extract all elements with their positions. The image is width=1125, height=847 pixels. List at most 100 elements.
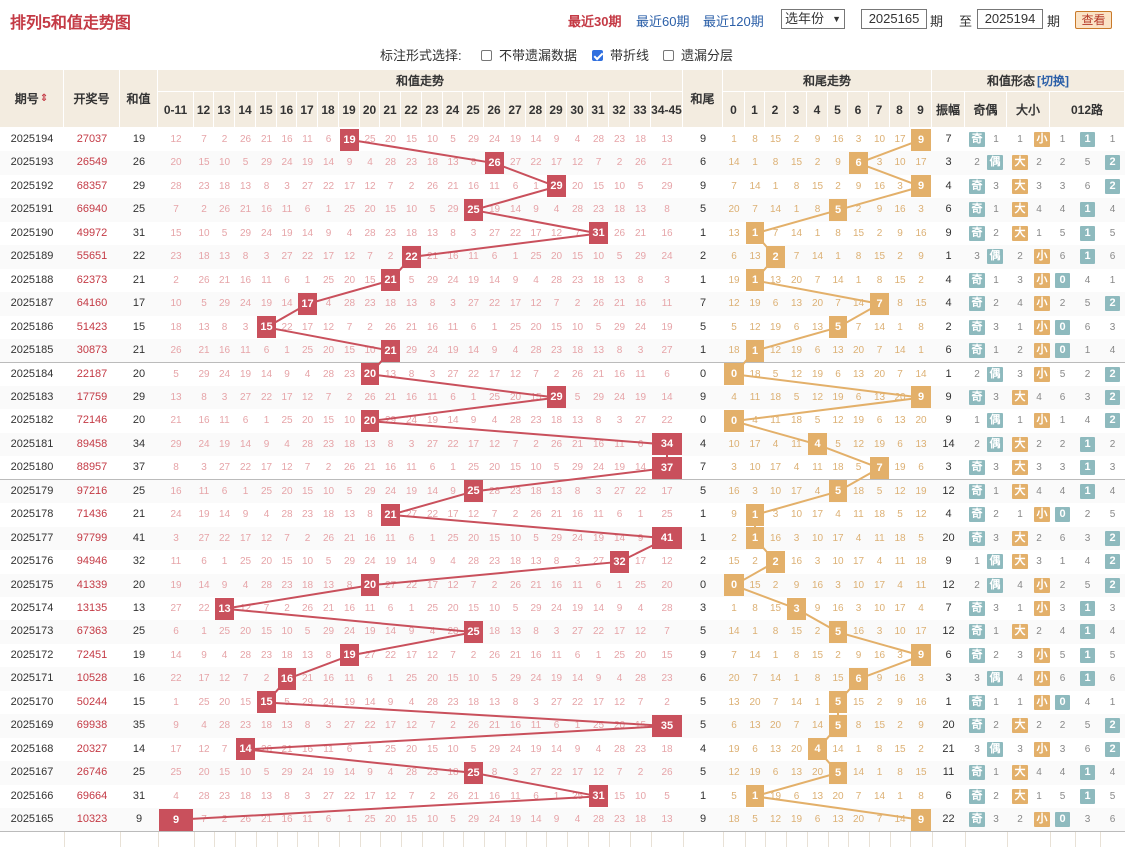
issue-number: 2025172 (10, 648, 54, 661)
miss-count: 13 (530, 556, 542, 568)
miss-count: 6 (897, 438, 903, 450)
option-miss-layers[interactable]: 遗漏分层 (663, 45, 733, 64)
miss-count: 4 (1017, 673, 1023, 685)
miss-count: 17 (634, 556, 647, 568)
sum-tail-value: 9 (699, 813, 707, 826)
miss-count: 3 (408, 438, 415, 450)
miss-count: 7 (553, 298, 560, 310)
issue-number: 2025194 (10, 133, 54, 145)
view-button[interactable]: 查看 (1075, 11, 1112, 29)
miss-count: 10 (281, 626, 293, 638)
miss-count: 9 (221, 579, 228, 591)
option-no-miss-data[interactable]: 不带遗漏数据 (481, 45, 577, 64)
miss-count: 12 (811, 391, 824, 403)
tail-hit-cell: 9 (911, 808, 931, 831)
miss-count: 2 (1059, 720, 1066, 732)
sum-hit-cell: 25 (464, 620, 483, 643)
miss-count: 17 (894, 134, 906, 145)
odd-tag: 奇 (969, 647, 985, 663)
miss-count: 1 (242, 485, 249, 497)
miss-count: 1 (835, 251, 841, 263)
draw-number: 94946 (76, 555, 108, 568)
col-header-draw: 开奖号 (64, 70, 120, 128)
miss-count: 16 (301, 743, 314, 755)
miss-count: 7 (835, 298, 841, 310)
miss-count: 29 (634, 251, 647, 263)
miss-count: 13 (769, 274, 782, 286)
miss-count: 15 (384, 204, 397, 216)
miss-count: 11 (770, 415, 781, 427)
miss-count: 3 (876, 157, 883, 169)
miss-count: 4 (367, 157, 373, 169)
road-tag: 1 (1080, 624, 1095, 640)
miss-count: 6 (221, 485, 228, 497)
checkbox-checked[interactable] (592, 50, 603, 61)
miss-count: 3 (1059, 180, 1066, 192)
miss-count: 24 (592, 462, 605, 474)
miss-count: 15 (571, 251, 584, 263)
from-issue-input[interactable]: 2025165 (861, 9, 927, 29)
miss-count: 17 (832, 532, 844, 544)
miss-count: 19 (571, 603, 584, 614)
tail-hit-cell: 5 (829, 714, 847, 737)
miss-count: 2 (1059, 298, 1066, 310)
miss-count: 1 (1109, 274, 1116, 286)
miss-count: 1 (304, 274, 311, 286)
miss-count: 16 (852, 626, 865, 638)
miss-count: 27 (364, 649, 376, 661)
draw-number: 41339 (76, 578, 108, 591)
period-link-120[interactable]: 最近120期 (703, 14, 764, 29)
sum-hit-cell: 37 (652, 456, 682, 479)
miss-count: 12 (550, 227, 563, 239)
amplitude-value: 20 (942, 531, 955, 544)
miss-count: 21 (447, 180, 459, 192)
miss-count: 12 (170, 134, 182, 145)
miss-count: 17 (301, 321, 314, 333)
switch-link[interactable]: [切换] (1037, 74, 1069, 88)
miss-count: 1 (731, 134, 737, 145)
sum-tail-value: 4 (699, 437, 707, 450)
miss-count: 15 (811, 649, 824, 661)
miss-count: 12 (728, 298, 740, 310)
road-tag: 1 (1080, 132, 1095, 147)
miss-count: 18 (613, 204, 626, 216)
miss-count: 11 (198, 485, 210, 497)
miss-count: 14 (915, 368, 927, 380)
miss-count: 17 (915, 157, 927, 169)
checkbox[interactable] (481, 50, 492, 61)
miss-count: 9 (574, 743, 581, 755)
miss-count: 15 (790, 157, 803, 169)
miss-count: 16 (571, 509, 584, 521)
small-tag: 小 (1034, 741, 1050, 757)
miss-count: 2 (1084, 368, 1091, 380)
miss-count: 10 (873, 134, 886, 145)
period-link-30[interactable]: 最近30期 (568, 14, 622, 29)
miss-count: 14 (873, 321, 886, 333)
sum-bucket-header: 22 (401, 92, 422, 128)
miss-count: 12 (218, 673, 231, 685)
period-link-60[interactable]: 最近60期 (636, 14, 690, 29)
draw-number: 64160 (76, 297, 108, 310)
miss-count: 1 (897, 790, 903, 802)
miss-count: 5 (470, 743, 477, 755)
miss-count: 23 (661, 673, 673, 685)
checkbox[interactable] (663, 50, 674, 61)
sort-icon[interactable]: ⇕ (39, 93, 49, 104)
miss-count: 20 (832, 790, 844, 802)
miss-count: 25 (322, 274, 335, 286)
to-issue-input[interactable]: 2025194 (977, 9, 1043, 29)
miss-count: 25 (592, 720, 605, 732)
year-select[interactable]: 选年份 ▼ (781, 9, 845, 29)
miss-count: 25 (281, 415, 293, 427)
miss-count: 1 (876, 767, 883, 779)
miss-count: 11 (170, 556, 182, 568)
miss-count: 14 (811, 251, 824, 263)
miss-count: 25 (426, 603, 439, 614)
road-tag: 1 (1080, 202, 1095, 218)
tail-hit-cell: 1 (746, 527, 764, 550)
miss-count: 20 (852, 345, 865, 357)
option-polyline[interactable]: 带折线 (592, 45, 649, 64)
miss-count: 2 (993, 649, 999, 661)
miss-count: 14 (530, 814, 542, 826)
tail-hit-cell: 9 (911, 175, 931, 198)
